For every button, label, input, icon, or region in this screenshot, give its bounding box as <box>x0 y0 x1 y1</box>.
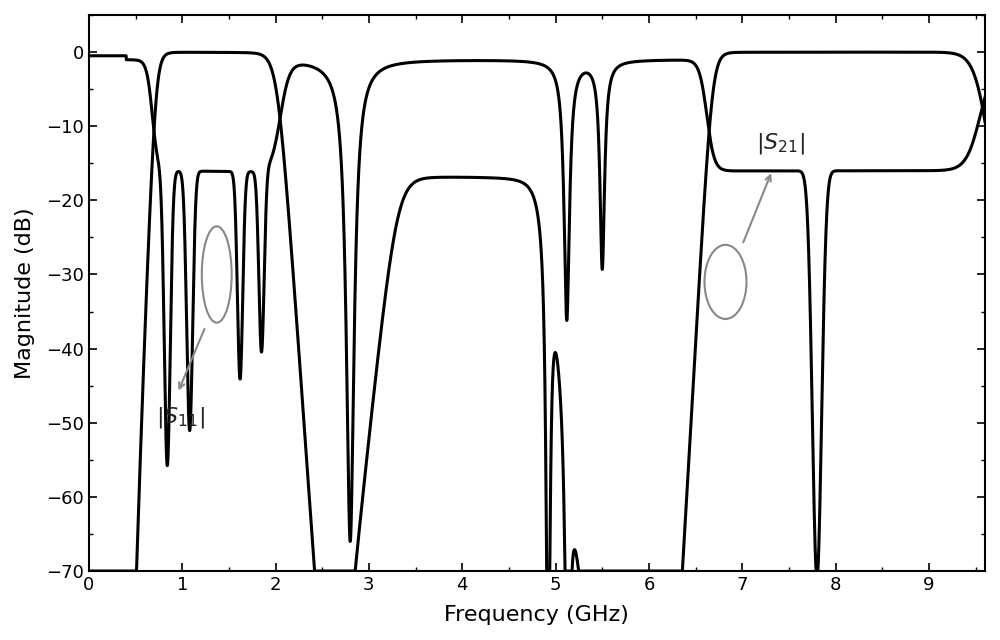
Text: $|S_{11}|$: $|S_{11}|$ <box>156 405 205 430</box>
Y-axis label: Magnitude (dB): Magnitude (dB) <box>15 207 35 379</box>
X-axis label: Frequency (GHz): Frequency (GHz) <box>444 605 629 625</box>
Text: $|S_{21}|$: $|S_{21}|$ <box>756 131 805 156</box>
